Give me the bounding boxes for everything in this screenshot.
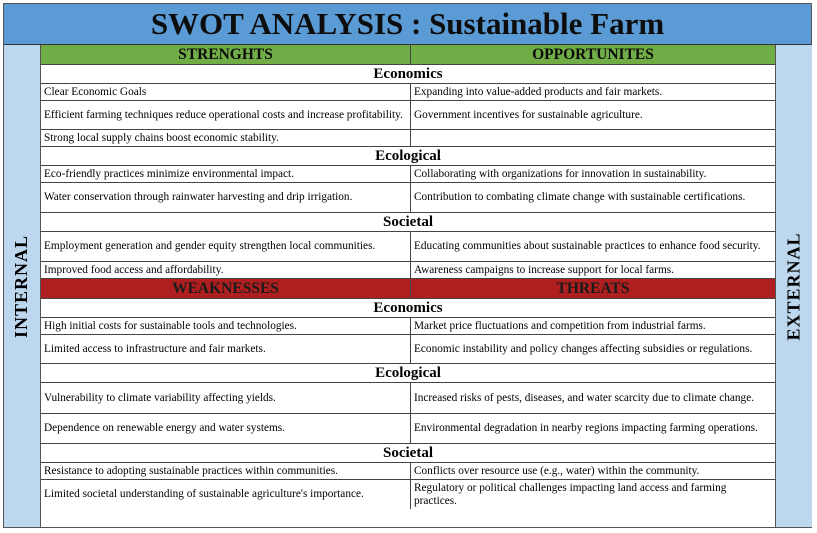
internal-side-band: INTERNAL — [4, 45, 41, 527]
swot-document: SWOT ANALYSIS : Sustainable Farm INTERNA… — [3, 3, 812, 528]
table-row: High initial costs for sustainable tools… — [41, 318, 775, 335]
table-row: Strong local supply chains boost economi… — [41, 130, 775, 147]
external-side-band: EXTERNAL — [775, 45, 812, 527]
opportunity-cell: Contribution to combating climate change… — [414, 191, 746, 203]
swot-table: STRENGHTS OPPORTUNITES Economics Clear E… — [41, 45, 775, 509]
opportunity-cell: Government incentives for sustainable ag… — [414, 108, 643, 121]
weakness-cell: Limited access to infrastructure and fai… — [41, 335, 411, 363]
weakness-cell: Dependence on renewable energy and water… — [41, 414, 411, 443]
table-row: Limited societal understanding of sustai… — [41, 480, 775, 509]
strength-cell: Eco-friendly practices minimize environm… — [41, 166, 411, 182]
weakness-cell: Vulnerability to climate variability aff… — [41, 383, 411, 413]
external-label: EXTERNAL — [783, 231, 804, 341]
table-row: Employment generation and gender equity … — [41, 232, 775, 262]
strengths-header: STRENGHTS — [41, 45, 411, 64]
threat-cell: Conflicts over resource use (e.g., water… — [414, 464, 700, 477]
threat-cell: Environmental degradation in nearby regi… — [414, 422, 758, 434]
page-title: SWOT ANALYSIS : Sustainable Farm — [4, 4, 811, 45]
threat-cell: Increased risks of pests, diseases, and … — [414, 391, 755, 404]
table-row: Eco-friendly practices minimize environm… — [41, 166, 775, 183]
weakness-cell: High initial costs for sustainable tools… — [41, 318, 411, 334]
strength-cell: Clear Economic Goals — [41, 84, 411, 100]
strengths-opportunities-header: STRENGHTS OPPORTUNITES — [41, 45, 775, 65]
opportunity-cell: Collaborating with organizations for inn… — [414, 167, 707, 180]
strength-cell: Water conservation through rainwater har… — [41, 183, 411, 212]
weakness-cell: Resistance to adopting sustainable pract… — [41, 463, 411, 479]
table-row: Limited access to infrastructure and fai… — [41, 335, 775, 364]
threat-cell: Market price fluctuations and competitio… — [414, 319, 706, 332]
section-title: Economics — [41, 65, 775, 84]
threats-header: THREATS — [556, 279, 630, 297]
section-title: Ecological — [41, 147, 775, 166]
weakness-cell: Limited societal understanding of sustai… — [41, 480, 411, 509]
table-row: Improved food access and affordability. … — [41, 262, 775, 279]
weaknesses-threats-header: WEAKNESSES THREATS — [41, 279, 775, 299]
table-row: Water conservation through rainwater har… — [41, 183, 775, 213]
strength-cell: Improved food access and affordability. — [41, 262, 411, 278]
table-row: Clear Economic Goals Expanding into valu… — [41, 84, 775, 101]
section-title: Societal — [41, 213, 775, 232]
opportunity-cell: Educating communities about sustainable … — [414, 240, 761, 252]
table-row: Efficient farming techniques reduce oper… — [41, 101, 775, 130]
table-row: Dependence on renewable energy and water… — [41, 414, 775, 444]
threat-cell: Regulatory or political challenges impac… — [414, 481, 727, 507]
section-title: Economics — [41, 299, 775, 318]
strength-cell: Employment generation and gender equity … — [41, 232, 411, 261]
table-row: Resistance to adopting sustainable pract… — [41, 463, 775, 480]
table-row: Vulnerability to climate variability aff… — [41, 383, 775, 414]
section-title: Ecological — [41, 364, 775, 383]
opportunity-cell: Awareness campaigns to increase support … — [414, 263, 674, 276]
opportunities-header: OPPORTUNITES — [532, 45, 654, 63]
internal-label: INTERNAL — [11, 234, 32, 338]
threat-cell: Economic instability and policy changes … — [414, 342, 753, 355]
weaknesses-header: WEAKNESSES — [41, 279, 411, 298]
opportunity-cell — [411, 130, 775, 146]
opportunity-cell: Expanding into value-added products and … — [414, 85, 663, 98]
strength-cell: Strong local supply chains boost economi… — [41, 130, 411, 146]
section-title: Societal — [41, 444, 775, 463]
strength-cell: Efficient farming techniques reduce oper… — [41, 101, 411, 129]
